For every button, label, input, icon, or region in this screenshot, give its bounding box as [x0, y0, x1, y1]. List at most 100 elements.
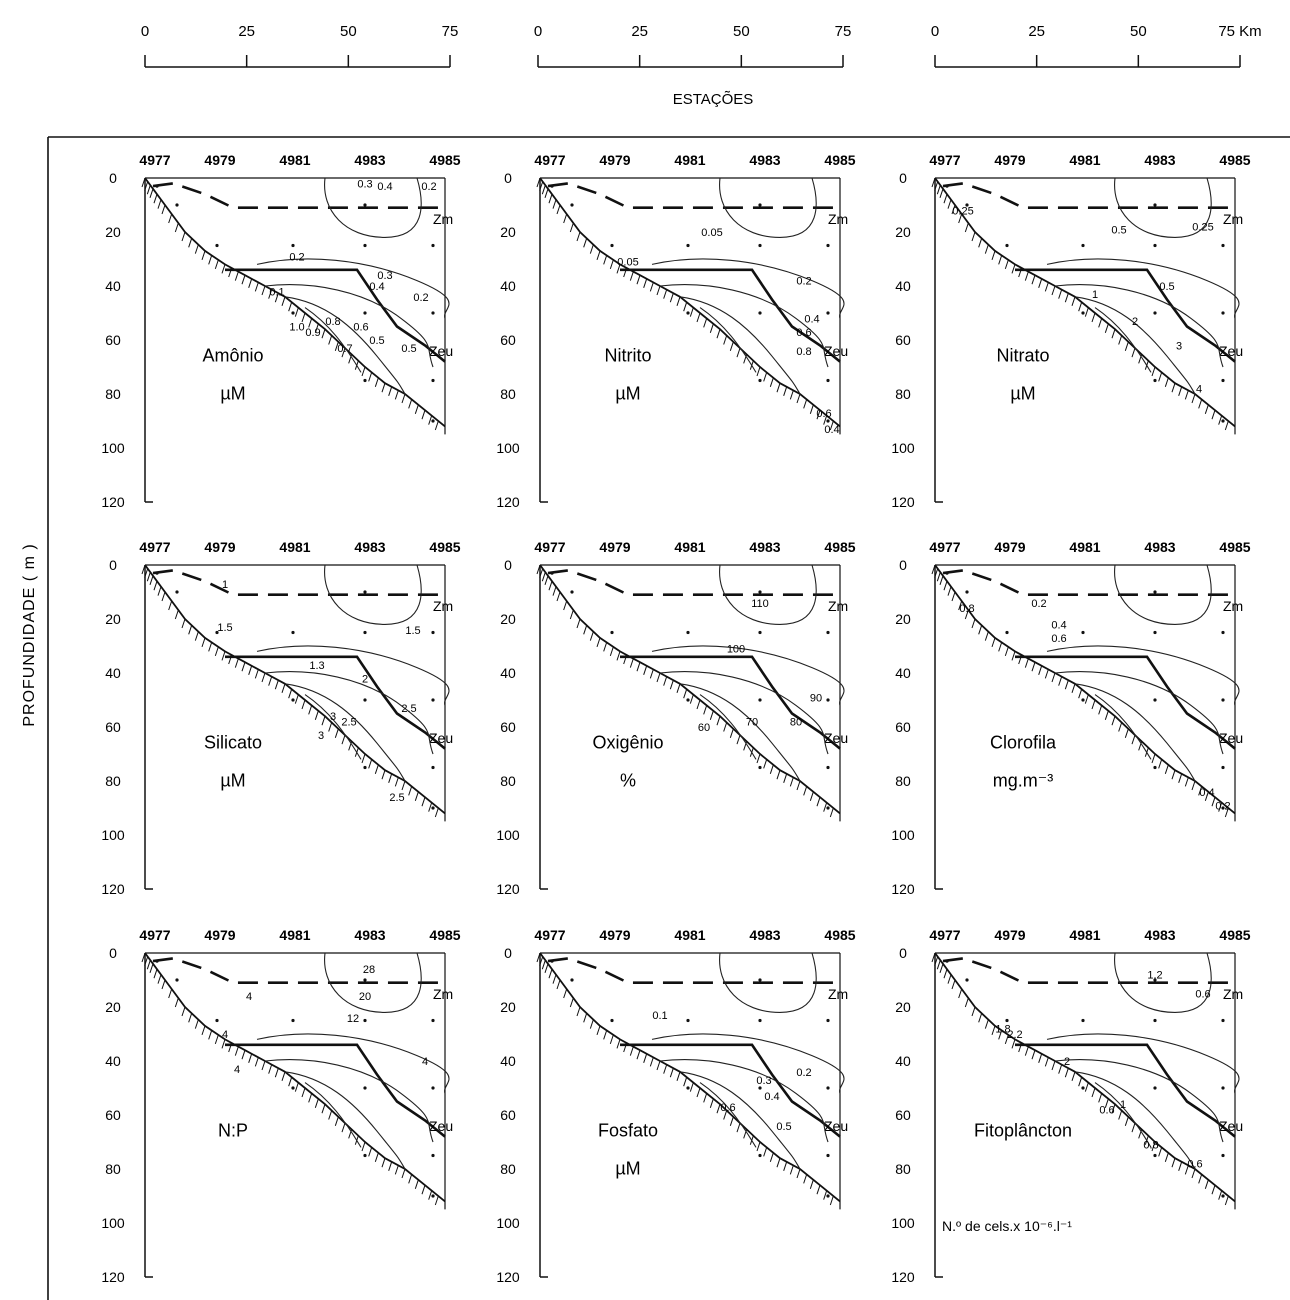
station-label: 4985: [429, 152, 460, 168]
depth-tick-label: 0: [109, 945, 117, 961]
bottom-hatch: [803, 399, 808, 409]
stations-axis-label: ESTAÇÕES: [673, 91, 754, 108]
depth-tick-label: 100: [101, 827, 125, 843]
contour-line: [1094, 307, 1152, 373]
sample-dot: [686, 1086, 690, 1090]
sample-dot: [363, 1018, 367, 1023]
zm-line: [152, 957, 445, 984]
bottom-hatch: [1198, 1174, 1203, 1184]
depth-tick-label: 60: [500, 332, 516, 348]
bottom-hatch: [261, 285, 266, 296]
y-axis-label: PROFUNDIDADE ( m ): [21, 543, 38, 726]
bottom-hatch: [951, 591, 956, 602]
zm-label: Zm: [1223, 211, 1243, 227]
station-label: 4985: [824, 927, 855, 943]
bottom-hatch: [589, 244, 594, 254]
bottom-hatch: [939, 188, 944, 198]
bottom-hatch: [181, 618, 186, 629]
bottom-hatch: [596, 1025, 601, 1036]
sample-dot: [1221, 1086, 1225, 1090]
sample-dot: [826, 1194, 830, 1198]
scale-tick-label: 25: [1028, 23, 1045, 40]
bottom-hatch: [321, 716, 326, 726]
bottom-hatch: [241, 275, 246, 285]
bottom-hatch: [583, 238, 588, 248]
bottom-hatch: [556, 591, 561, 602]
contour-label: 2.5: [401, 703, 416, 715]
contour-line: [264, 284, 434, 368]
bottom-hatch: [769, 377, 774, 387]
contour-label: 0.5: [369, 335, 384, 347]
contour-line: [1114, 564, 1212, 625]
station-label: 4985: [824, 152, 855, 168]
bottom-hatch: [157, 974, 162, 984]
bottom-hatch: [583, 1013, 588, 1023]
sample-dot: [570, 978, 574, 982]
bottom-hatch: [998, 1030, 1003, 1040]
bottom-hatch: [756, 753, 761, 764]
zm-label: Zm: [1223, 986, 1243, 1002]
bottom-hatch: [539, 568, 544, 578]
bottom-hatch: [141, 564, 146, 575]
zeu-label: Zeu: [824, 1118, 848, 1134]
contour-line: [1074, 1071, 1196, 1170]
bottom-hatch: [943, 194, 948, 204]
station-label: 4983: [749, 927, 780, 943]
sample-dot: [1221, 1153, 1225, 1158]
sample-dot: [610, 1018, 614, 1023]
bottom-hatch: [1211, 797, 1216, 807]
contour-label: 2: [1132, 316, 1138, 328]
contour-label: 1: [1092, 289, 1098, 301]
sample-dot: [363, 590, 367, 594]
bottom-hatch: [563, 600, 568, 611]
bottom-hatch: [401, 393, 406, 404]
contour-label: 0.8: [959, 603, 974, 615]
bottom-hatch: [1104, 1098, 1109, 1108]
scale-tick-label: 50: [1130, 23, 1147, 40]
contour-line: [264, 671, 434, 755]
contour-line: [1046, 645, 1240, 706]
bottom-hatch: [294, 307, 299, 317]
station-label: 4979: [599, 927, 630, 943]
depth-tick-label: 0: [504, 945, 512, 961]
bottom-hatch: [208, 255, 213, 265]
station-label: 4979: [204, 927, 235, 943]
sample-dot: [1005, 243, 1009, 248]
sample-dot: [431, 419, 435, 423]
bottom-hatch: [947, 586, 952, 596]
bottom-hatch: [1058, 676, 1063, 686]
sample-dot: [686, 311, 690, 315]
bottom-hatch: [194, 1019, 199, 1029]
sample-dot: [431, 806, 435, 810]
bottom-hatch: [368, 372, 373, 382]
depth-tick-label: 0: [899, 170, 907, 186]
sample-dot: [291, 698, 295, 702]
bottom-hatch: [1071, 296, 1076, 306]
contour-line: [284, 296, 406, 395]
bottom-hatch: [636, 662, 641, 672]
sample-dot: [945, 184, 949, 188]
bottom-hatch: [434, 807, 439, 818]
bottom-hatch: [723, 1110, 728, 1120]
bottom-hatch: [149, 575, 154, 585]
bottom-hatch: [1191, 393, 1196, 404]
bottom-hatch: [214, 259, 219, 270]
bottom-hatch: [281, 296, 286, 306]
depth-tick-label: 80: [500, 1161, 516, 1177]
bottom-hatch: [696, 312, 701, 323]
panel-1: 0 20 40 60 80 100 120 4977 4979 4981 4983 4985 Zm Zeu…: [101, 152, 460, 510]
sample-dot: [758, 243, 762, 248]
sample-dot: [570, 590, 574, 594]
bottom-hatch: [153, 194, 158, 204]
sample-dot: [945, 959, 949, 963]
contour-label: 4: [234, 1064, 240, 1076]
bottom-hatch: [1198, 399, 1203, 409]
bottom-hatch: [268, 1064, 273, 1074]
contour-line: [719, 952, 817, 1013]
contour-label: 0.6: [720, 1102, 735, 1114]
contour-line: [679, 683, 801, 782]
contour-line: [256, 258, 450, 319]
station-label: 4985: [429, 927, 460, 943]
bottom-hatch: [971, 1006, 976, 1017]
sample-dot: [826, 698, 830, 702]
